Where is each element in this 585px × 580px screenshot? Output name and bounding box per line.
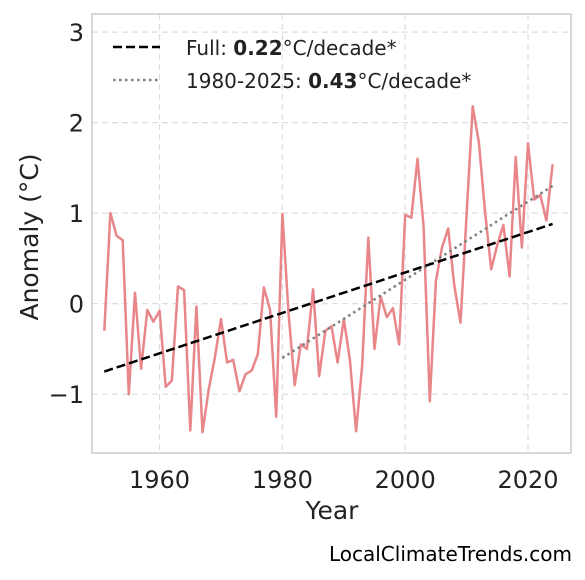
series-layer bbox=[103, 105, 554, 434]
legend-label-1980-2025: 1980-2025: 0.43°C/decade* bbox=[186, 69, 471, 93]
y-tick-label: 3 bbox=[69, 19, 84, 47]
plot-frame bbox=[91, 13, 572, 454]
legend: Full: 0.22°C/decade* 1980-2025: 0.43°C/d… bbox=[113, 36, 471, 93]
legend-label-1980-2025-suffix: °C/decade* bbox=[357, 69, 471, 93]
legend-label-full-prefix: Full: bbox=[186, 36, 233, 60]
legend-label-full: Full: 0.22°C/decade* bbox=[186, 36, 397, 60]
legend-label-1980-2025-value: 0.43 bbox=[308, 69, 357, 93]
x-tick-label: 2020 bbox=[497, 466, 558, 494]
grid-layer bbox=[92, 14, 571, 453]
x-tick-label: 2000 bbox=[375, 466, 436, 494]
x-tick-label: 1980 bbox=[252, 466, 313, 494]
y-tick-label: 2 bbox=[69, 110, 84, 138]
x-axis-title: Year bbox=[305, 496, 360, 525]
credit-text: LocalClimateTrends.com bbox=[329, 542, 572, 566]
legend-label-full-value: 0.22 bbox=[233, 36, 282, 60]
trend-line-full bbox=[103, 222, 553, 373]
y-axis-title: Anomaly (°C) bbox=[15, 153, 44, 320]
y-tick-label: 0 bbox=[69, 291, 84, 319]
trend-line-1980-2025 bbox=[281, 184, 554, 360]
legend-label-full-suffix: °C/decade* bbox=[283, 36, 397, 60]
y-tick-label: −1 bbox=[49, 381, 84, 409]
y-tick-label: 1 bbox=[69, 200, 84, 228]
anomaly-series-line bbox=[103, 105, 554, 434]
ticks-layer: 1960 1980 2000 2020 −1 0 1 2 3 bbox=[49, 19, 559, 494]
legend-label-1980-2025-prefix: 1980-2025: bbox=[186, 69, 308, 93]
x-tick-label: 1960 bbox=[129, 466, 190, 494]
